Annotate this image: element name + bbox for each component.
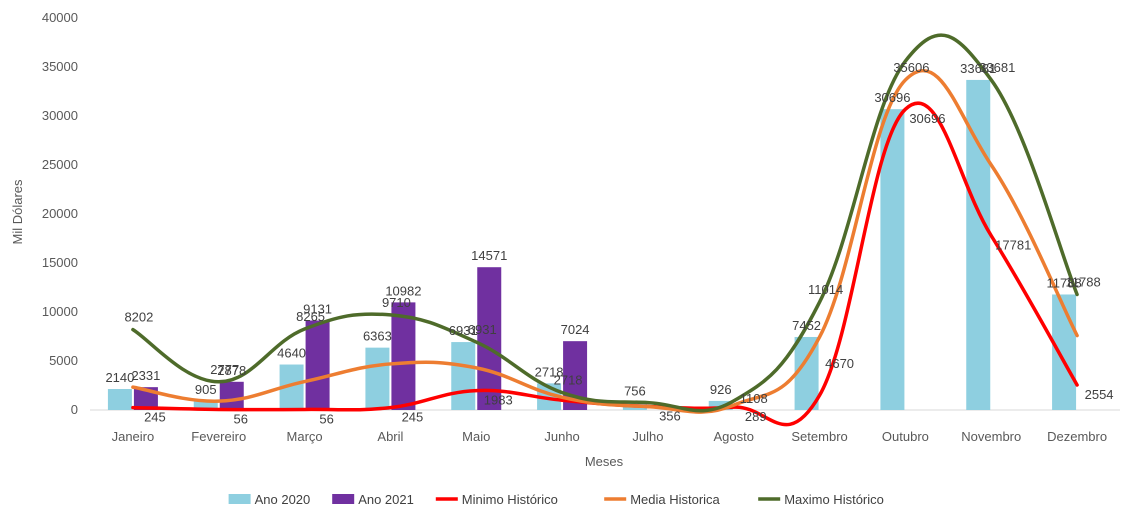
x-tick-label: Janeiro: [112, 429, 155, 444]
data-label: 6931: [449, 323, 478, 338]
x-tick-label: Setembro: [791, 429, 847, 444]
legend-label-media-historica: Media Historica: [630, 492, 720, 507]
data-label: 35606: [893, 60, 929, 75]
data-label: 4670: [825, 356, 854, 371]
data-labels: 2140 905 4640 6363 6931 2718 756 926 7452 30696 33…: [105, 60, 1113, 427]
x-tick-label: Abril: [377, 429, 403, 444]
data-label: 7024: [561, 322, 590, 337]
data-label: 245: [144, 410, 166, 425]
data-label: 33681: [979, 60, 1015, 75]
x-tick-label: Agosto: [714, 429, 754, 444]
y-tick-label: 0: [71, 402, 78, 417]
bar: [880, 109, 905, 410]
data-label: 7452: [792, 318, 821, 333]
bar: [107, 389, 132, 410]
data-label: 10982: [385, 283, 421, 298]
data-label: 14571: [471, 248, 507, 263]
data-label: 2331: [131, 368, 160, 383]
x-tick-label: Julho: [632, 429, 663, 444]
data-label: 289: [745, 409, 767, 424]
series-line-maximo-hist-rico: [131, 33, 1079, 413]
bar: [305, 320, 330, 410]
x-tick-label: Fevereiro: [191, 429, 246, 444]
legend-label-minimo-hist-rico: Minimo Histórico: [462, 492, 558, 507]
data-label: 926: [710, 382, 732, 397]
x-tick-label: Novembro: [961, 429, 1021, 444]
data-label: 1108: [740, 391, 768, 406]
data-label: 245: [402, 410, 424, 425]
y-axis-title: Mil Dólares: [10, 179, 25, 245]
y-tick-label: 35000: [42, 59, 78, 74]
data-label: 905: [195, 382, 217, 397]
bar: [1052, 294, 1077, 410]
data-label: 8265: [296, 309, 325, 324]
bars: [107, 79, 1077, 410]
legend-swatch-ano-2020: [228, 494, 251, 504]
x-tick-label: Maio: [462, 429, 490, 444]
x-tick-label: Dezembro: [1047, 429, 1107, 444]
series-line-media-historica: [131, 69, 1079, 414]
legend-label-maximo-hist-rico: Maximo Histórico: [784, 492, 884, 507]
x-axis-title: Meses: [585, 454, 624, 469]
y-tick-label: 25000: [42, 157, 78, 172]
y-tick-label: 20000: [42, 206, 78, 221]
bar: [966, 79, 991, 410]
data-label: 356: [659, 409, 681, 424]
series-line-minimo-hist-rico: [131, 101, 1079, 427]
x-tick-label: Março: [287, 429, 323, 444]
axes: 0 5000 10000 15000 20000 25000 30000 35000 40000…: [42, 10, 1120, 444]
data-label: 4640: [277, 346, 306, 361]
data-label: 33681: [960, 61, 996, 76]
data-label: 56: [234, 411, 248, 426]
legend-label-ano-2021: Ano 2021: [358, 492, 414, 507]
data-label: 2718: [535, 364, 564, 379]
bar: [193, 401, 218, 410]
data-label: 2554: [1085, 387, 1114, 402]
bar: [219, 381, 244, 410]
data-label: 6363: [363, 329, 392, 344]
data-label: 756: [624, 384, 646, 399]
y-tick-label: 5000: [49, 353, 78, 368]
y-tick-label: 15000: [42, 255, 78, 270]
data-label: 9131: [303, 302, 332, 317]
legend: Ano 2020 Ano 2021 Minimo Histórico Media Hi…: [228, 492, 884, 507]
bar: [477, 267, 502, 410]
legend-label-ano-2020: Ano 2020: [255, 492, 311, 507]
data-label: 2140: [105, 370, 134, 385]
data-label: 2777: [210, 362, 239, 377]
data-label: 9710: [382, 295, 411, 310]
data-label: 1983: [484, 393, 513, 408]
lines: [131, 33, 1079, 427]
data-label: 8202: [124, 310, 153, 325]
bar: [365, 347, 390, 410]
data-label: 6931: [468, 322, 497, 337]
data-label: 56: [319, 411, 333, 426]
x-tick-label: Junho: [544, 429, 579, 444]
data-label: 11788: [1046, 275, 1081, 290]
bar: [451, 342, 476, 410]
data-label: 30696: [909, 111, 945, 126]
bar: [391, 302, 416, 410]
data-label: 11788: [1065, 274, 1100, 289]
data-label: 2718: [554, 373, 583, 388]
data-label: 30696: [874, 90, 910, 105]
data-label: 11014: [808, 282, 843, 297]
y-tick-label: 10000: [42, 304, 78, 319]
y-tick-label: 40000: [42, 10, 78, 25]
y-tick-label: 30000: [42, 108, 78, 123]
data-label: 2878: [217, 363, 246, 378]
x-tick-label: Outubro: [882, 429, 929, 444]
data-label: 17781: [995, 238, 1031, 253]
legend-swatch-ano-2021: [332, 494, 355, 504]
